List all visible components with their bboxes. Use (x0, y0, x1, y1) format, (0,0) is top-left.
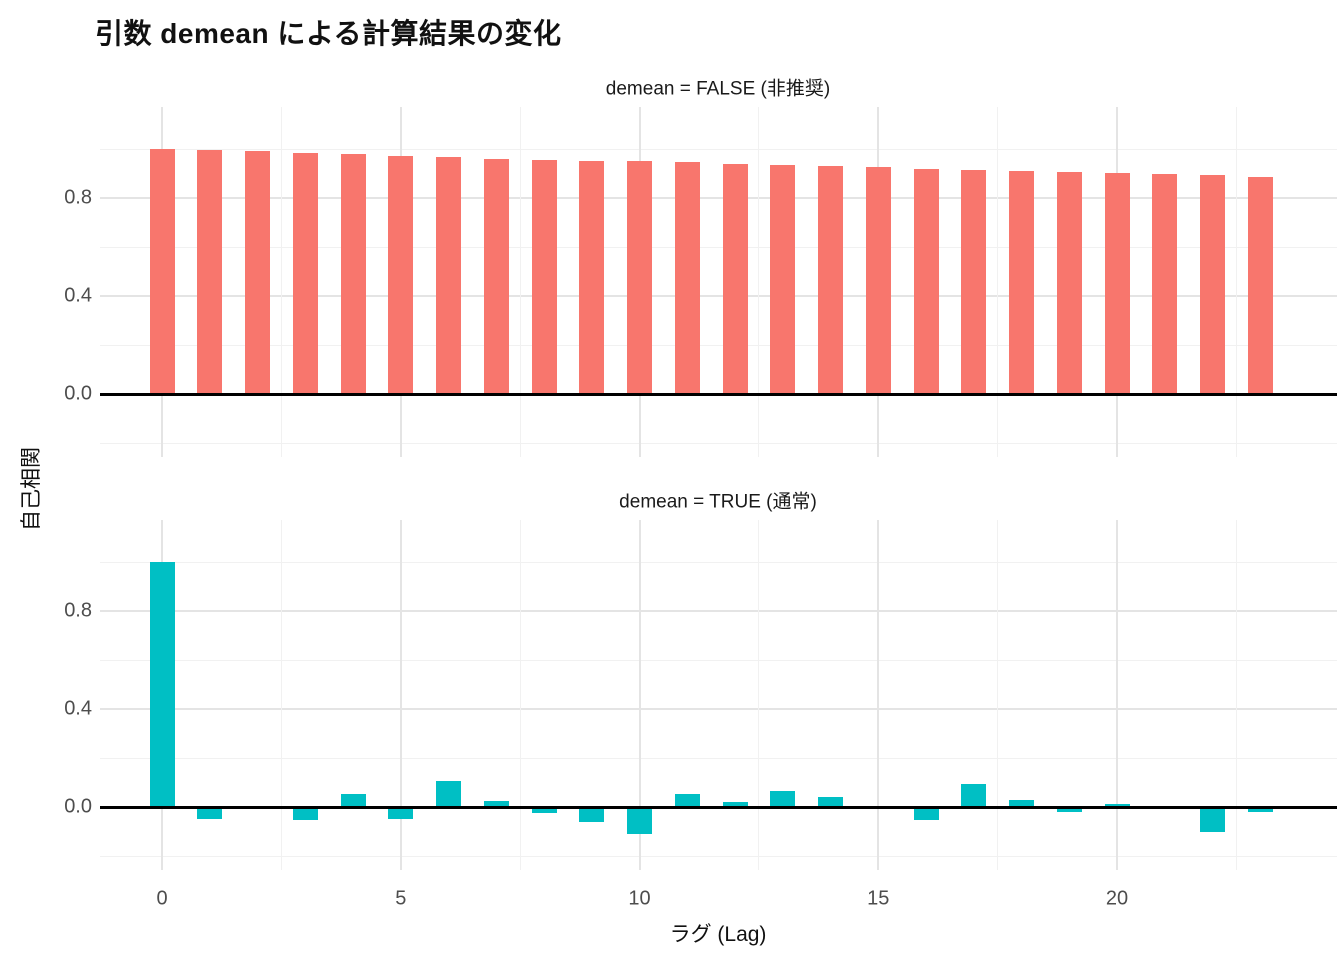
acf-bar-lag-16 (913, 807, 939, 821)
acf-bar-lag-8 (531, 807, 557, 814)
y-tick-label: 0.0 (64, 382, 92, 405)
acf-bar-lag-14 (818, 797, 843, 807)
gridline-vertical-minor (519, 520, 521, 870)
panel-demean-false (100, 107, 1337, 457)
gridline-vertical-minor (519, 107, 521, 457)
acf-bar-lag-7 (483, 800, 509, 807)
x-axis-title: ラグ (Lag) (669, 923, 767, 946)
x-tick-label: 10 (628, 887, 651, 910)
x-tick-label: 0 (156, 887, 168, 910)
acf-bar-lag-1 (197, 807, 223, 820)
acf-bar-lag-17 (961, 783, 987, 807)
acf-bar-lag-21 (1152, 174, 1178, 394)
acf-bar-lag-12 (722, 802, 748, 807)
acf-bar-lag-6 (436, 157, 461, 394)
x-tick-label: 15 (867, 887, 890, 910)
gridline-horizontal-minor (100, 148, 1337, 150)
acf-bar-lag-9 (579, 160, 605, 394)
acf-bar-lag-20 (1104, 173, 1130, 394)
gridline-vertical-major (638, 520, 641, 870)
gridline-horizontal-minor (100, 442, 1337, 444)
acf-bar-lag-13 (770, 164, 796, 394)
gridline-vertical-minor (997, 520, 999, 870)
facet-strip-demean-true: demean = TRUE (通常) (619, 491, 817, 513)
gridline-vertical-minor (1235, 107, 1237, 457)
y-axis-title: 自己相関 (20, 447, 43, 531)
acf-bar-lag-3 (292, 807, 318, 821)
acf-bar-lag-18 (1009, 800, 1034, 807)
acf-bar-lag-6 (436, 781, 461, 807)
gridline-horizontal-minor (100, 561, 1337, 563)
plot-title: 引数 demean による計算結果の変化 (95, 18, 562, 49)
gridline-horizontal-minor (100, 344, 1337, 346)
y-tick-label: 0.4 (64, 284, 92, 307)
gridline-vertical-minor (758, 107, 760, 457)
acf-bar-lag-22 (1200, 175, 1225, 394)
x-tick-label: 20 (1105, 887, 1129, 910)
acf-bar-lag-11 (674, 793, 700, 807)
acf-bar-lag-23 (1247, 176, 1273, 394)
acf-bar-lag-22 (1200, 807, 1225, 832)
gridline-vertical-minor (280, 107, 282, 457)
acf-bar-lag-1 (197, 150, 223, 394)
acf-bar-lag-2 (245, 151, 270, 394)
acf-bar-lag-7 (483, 158, 509, 394)
acf-bar-lag-13 (770, 791, 796, 807)
facet-strip-demean-false: demean = FALSE (非推奨) (605, 78, 831, 100)
acf-bar-lag-0 (149, 149, 175, 394)
acf-bar-lag-4 (340, 154, 366, 394)
zero-axis-line (100, 392, 1337, 396)
zero-axis-line (100, 805, 1337, 809)
acf-bar-lag-12 (722, 164, 748, 394)
acf-bar-lag-11 (674, 162, 700, 394)
gridline-vertical-major (1116, 520, 1118, 870)
gridline-horizontal-major (100, 295, 1337, 297)
acf-bar-lag-4 (340, 793, 366, 807)
gridline-horizontal-major (100, 708, 1337, 710)
acf-bar-lag-3 (292, 152, 318, 394)
x-tick-label: 5 (395, 887, 407, 910)
gridline-vertical-minor (997, 107, 999, 457)
acf-bar-lag-8 (531, 159, 557, 394)
acf-bar-lag-18 (1009, 171, 1034, 394)
gridline-vertical-minor (1235, 520, 1237, 870)
acf-bar-lag-14 (818, 165, 843, 394)
acf-bar-lag-16 (913, 168, 939, 394)
gridline-vertical-minor (758, 520, 760, 870)
acf-bar-lag-10 (627, 161, 652, 394)
panel-demean-true (100, 520, 1337, 870)
gridline-vertical-minor (280, 520, 282, 870)
gridline-horizontal-minor (100, 757, 1337, 759)
acf-bar-lag-23 (1247, 807, 1273, 812)
y-tick-label: 0.0 (64, 795, 92, 818)
acf-bar-lag-19 (1056, 807, 1082, 812)
acf-bar-lag-17 (961, 170, 987, 394)
gridline-vertical-major (399, 520, 402, 870)
acf-bar-lag-19 (1056, 172, 1082, 394)
y-tick-label: 0.8 (64, 599, 92, 622)
gridline-horizontal-major (100, 197, 1337, 199)
gridline-vertical-major (877, 520, 880, 870)
gridline-horizontal-minor (100, 246, 1337, 248)
gridline-horizontal-minor (100, 855, 1337, 857)
gridline-horizontal-minor (100, 659, 1337, 661)
gridline-horizontal-major (100, 610, 1337, 612)
acf-bar-lag-15 (865, 167, 891, 394)
acf-bar-lag-5 (388, 807, 414, 820)
y-tick-label: 0.4 (64, 697, 92, 720)
acf-bar-lag-0 (149, 562, 175, 807)
acf-bar-lag-10 (627, 807, 652, 834)
acf-bar-lag-5 (388, 155, 414, 394)
acf-bar-lag-9 (579, 807, 605, 822)
y-tick-label: 0.8 (64, 186, 92, 209)
